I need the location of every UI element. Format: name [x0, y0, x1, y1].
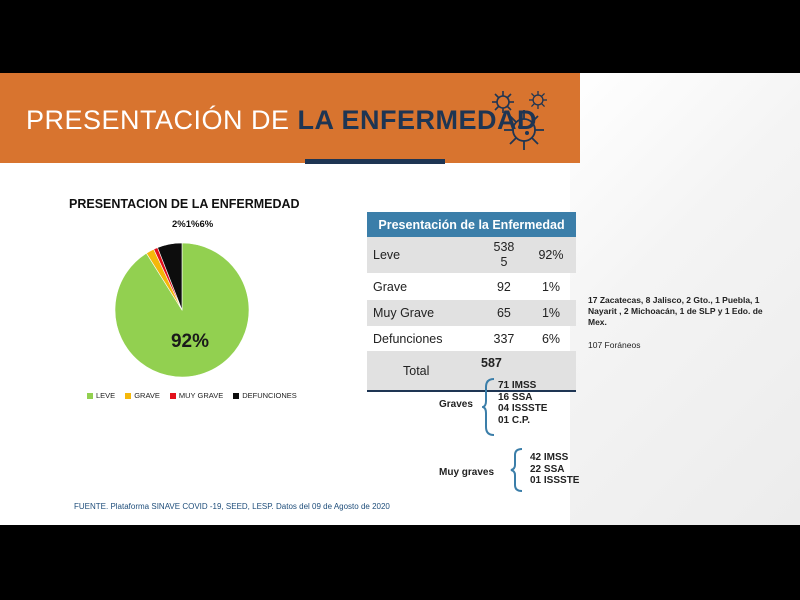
row-count: 92: [496, 279, 511, 294]
data-labels-small: 2%1%6%: [172, 219, 214, 230]
list-item: 22 SSA: [530, 463, 565, 475]
data-label-leve: 92%: [171, 331, 209, 352]
legend-label: LEVE: [96, 391, 116, 400]
row-pct: 6%: [541, 331, 561, 346]
table-header: Presentación de la Enfermedad: [367, 212, 576, 237]
row-label: Muy Grave: [367, 300, 482, 326]
total-label: Total: [367, 351, 482, 392]
slide: PRESENTACIÓN DE LA ENFERMEDAD PRESE: [0, 73, 800, 525]
legend-label: MUY GRAVE: [178, 391, 224, 400]
legend-swatch: [87, 392, 93, 399]
legend-item-muy-grave: MUY GRAVE: [169, 391, 224, 400]
muy-graves-label: Muy graves: [439, 467, 495, 478]
header-banner: PRESENTACIÓN DE LA ENFERMEDAD: [0, 73, 580, 163]
list-item: 01 ISSSTE: [530, 475, 580, 486]
row-count: 337: [493, 331, 515, 346]
table-row: Muy Grave 65 1%: [367, 300, 576, 326]
row-count: 538 5: [481, 237, 526, 273]
list-item: 42 IMSS: [530, 452, 569, 463]
legend-item-leve: LEVE: [87, 391, 115, 400]
graves-label: Graves: [439, 399, 473, 410]
row-label: Leve: [367, 237, 482, 273]
foraneos-note: 107 Foráneos: [588, 340, 641, 350]
row-count: 65: [481, 300, 526, 326]
source-note: FUENTE. Plataforma SINAVE COVID -19, SEE…: [74, 502, 390, 511]
virus-icon: [529, 91, 547, 109]
chart-legend: LEVE GRAVE MUY GRAVE DEFUNCIONES: [87, 391, 297, 400]
graves-list: 71 IMSS 16 SSA 04 ISSSTE 01 C.P.: [498, 380, 547, 426]
page-title: PRESENTACIÓN DE LA ENFERMEDAD: [26, 105, 538, 135]
legend-swatch: [169, 392, 176, 399]
chart-title: PRESENTACION DE LA ENFERMEDAD: [69, 197, 300, 211]
table-row: Leve 538 5 92%: [367, 237, 576, 273]
row-pct: 1%: [541, 279, 561, 294]
row-label: Grave: [373, 279, 408, 294]
legend-item-grave: GRAVE: [125, 391, 160, 400]
list-item: 04 ISSSTE: [498, 403, 548, 414]
virus-icon: [504, 110, 544, 150]
table-row: Grave 92 1%: [367, 273, 576, 300]
list-item: 01 C.P.: [498, 414, 531, 426]
legend-swatch: [233, 392, 240, 399]
legend-label: GRAVE: [134, 391, 160, 400]
muy-graves-list: 42 IMSS 22 SSA 01 ISSSTE: [530, 452, 579, 487]
virus-icon: [492, 91, 514, 113]
pie-chart: 92% 2%1%6%: [114, 219, 250, 378]
table-total-row: Total: [367, 351, 576, 392]
row-pct: 1%: [525, 300, 576, 326]
list-item: 16 SSA: [498, 391, 533, 403]
list-item: 71 IMSS: [498, 380, 537, 391]
background-shape: [570, 73, 800, 525]
summary-table: Presentación de la Enfermedad Leve 538 5…: [367, 212, 576, 392]
legend-label: DEFUNCIONES: [242, 391, 297, 400]
table-row: Defunciones 337 6%: [367, 326, 576, 351]
title-underline: [305, 159, 445, 164]
row-pct: 92%: [525, 237, 576, 273]
pie-slice-defunciones: [157, 242, 183, 311]
legend-item-defunciones: DEFUNCIONES: [233, 391, 297, 400]
origin-note: 17 Zacatecas, 8 Jalisco, 2 Gto., 1 Puebl…: [588, 295, 763, 327]
legend-swatch: [125, 392, 132, 399]
muy-graves-bracket: [510, 448, 523, 492]
row-label: Defunciones: [373, 331, 443, 346]
total-value: 587: [481, 356, 502, 370]
graves-bracket: [482, 378, 495, 436]
